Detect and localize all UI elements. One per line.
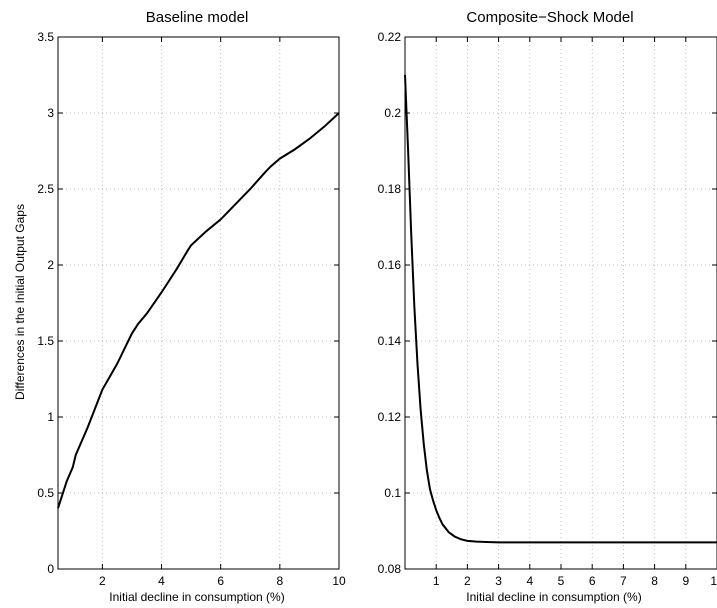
composite-ytick-label: 0.16 xyxy=(378,258,402,272)
baseline-ytick-label: 1.5 xyxy=(37,334,54,348)
composite-xtick-label: 1 xyxy=(433,574,440,588)
composite-xtick-label: 4 xyxy=(526,574,533,588)
baseline-ytick-label: 0.5 xyxy=(37,486,54,500)
baseline-panel: Baseline model Differences in the Initia… xyxy=(13,9,346,604)
composite-title: Composite−Shock Model xyxy=(466,9,633,26)
baseline-ytick-label: 2.5 xyxy=(37,182,54,196)
baseline-ytick-label: 3.5 xyxy=(37,30,54,44)
baseline-ylabel: Differences in the Initial Output Gaps xyxy=(13,204,27,400)
composite-ytick-label: 0.1 xyxy=(384,486,401,500)
baseline-xtick-label: 2 xyxy=(99,574,106,588)
composite-ytick-label: 0.14 xyxy=(378,334,402,348)
baseline-series-line xyxy=(57,112,340,509)
baseline-ytick-label: 1 xyxy=(47,410,54,424)
composite-grid xyxy=(405,37,717,569)
composite-ytick-label: 0.08 xyxy=(378,562,402,576)
composite-xtick-label: 9 xyxy=(682,574,689,588)
composite-xtick-label: 8 xyxy=(651,574,658,588)
composite-series-line xyxy=(404,74,717,544)
composite-xtick-label: 2 xyxy=(464,574,471,588)
baseline-title: Baseline model xyxy=(146,9,249,26)
composite-xlabel: Initial decline in consumption (%) xyxy=(466,590,641,604)
composite-xtick-label: 3 xyxy=(495,574,502,588)
baseline-ytick-label: 2 xyxy=(47,258,54,272)
composite-ytick-label: 0.2 xyxy=(384,106,401,120)
composite-ytick-label: 0.22 xyxy=(378,30,402,44)
baseline-ytick-label: 3 xyxy=(47,106,54,120)
composite-xtick-label: 10 xyxy=(710,574,717,588)
baseline-xtick-label: 10 xyxy=(332,574,346,588)
composite-xtick-label: 6 xyxy=(589,574,596,588)
composite-ytick-label: 0.18 xyxy=(378,182,402,196)
baseline-xtick-label: 6 xyxy=(217,574,224,588)
baseline-grid xyxy=(58,37,339,569)
composite-panel: Composite−Shock Model Initial decline in… xyxy=(378,9,717,604)
composite-ticks: 1 2 3 4 5 6 7 8 9 10 0.08 0.1 0.12 0.14 0.16 0.18 0.2 0.2… xyxy=(378,30,717,588)
composite-axes-frame xyxy=(404,36,717,570)
baseline-xtick-label: 4 xyxy=(158,574,165,588)
baseline-axes-frame xyxy=(57,36,340,570)
baseline-ytick-label: 0 xyxy=(47,562,54,576)
baseline-xtick-label: 8 xyxy=(276,574,283,588)
composite-ytick-label: 0.12 xyxy=(378,410,402,424)
baseline-ticks: 2 4 6 8 10 0 0.5 1 1.5 2 2.5 3 3.5 xyxy=(37,30,346,588)
composite-xtick-label: 5 xyxy=(558,574,565,588)
composite-xtick-label: 7 xyxy=(620,574,627,588)
baseline-xlabel: Initial decline in consumption (%) xyxy=(109,590,284,604)
